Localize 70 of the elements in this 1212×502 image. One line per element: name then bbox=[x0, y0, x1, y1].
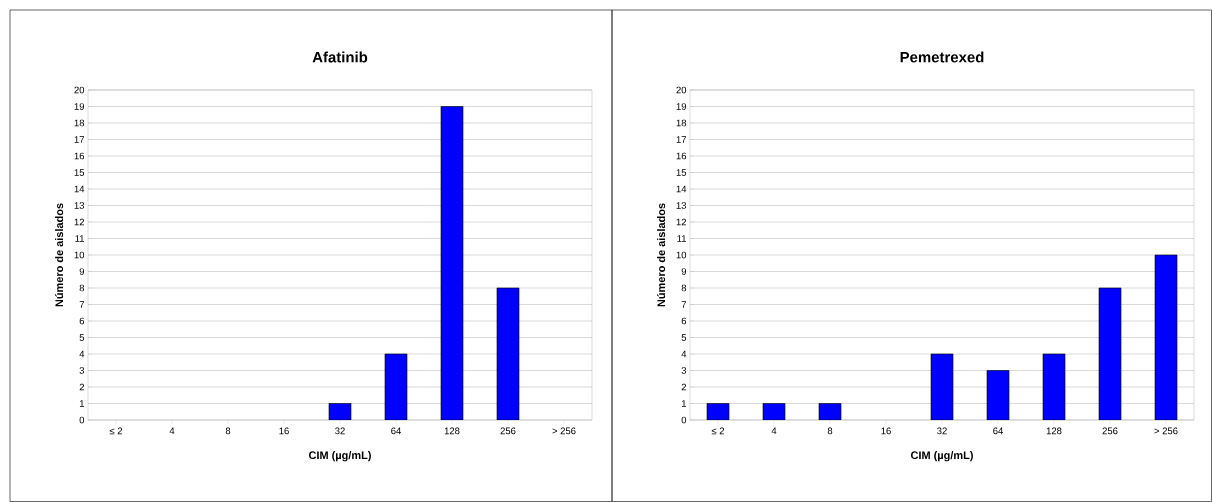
y-tick-label: 19 bbox=[74, 103, 85, 110]
y-tick-label: 9 bbox=[681, 268, 687, 275]
x-tick-label: 64 bbox=[993, 427, 1003, 435]
x-tick-label: 256 bbox=[1102, 427, 1118, 435]
y-tick-label: 13 bbox=[676, 202, 687, 209]
x-tick-label: 64 bbox=[391, 427, 401, 435]
y-tick-label: 20 bbox=[74, 86, 85, 94]
y-tick-label: 5 bbox=[79, 334, 85, 341]
y-tick-label: 16 bbox=[74, 152, 85, 160]
y-tick-label: 16 bbox=[676, 152, 687, 160]
x-axis-title: CIM (µg/mL) bbox=[308, 451, 371, 462]
bar bbox=[1154, 254, 1178, 420]
x-tick-label: 16 bbox=[279, 427, 289, 435]
x-tick-label: ≤ 2 bbox=[109, 427, 123, 435]
y-tick-label: 12 bbox=[74, 218, 85, 226]
y-tick-label: 6 bbox=[79, 317, 85, 325]
x-tick-label: 128 bbox=[1046, 427, 1062, 435]
bar bbox=[496, 287, 520, 420]
x-tick-label: ≤ 2 bbox=[711, 427, 725, 435]
y-tick-label: 1 bbox=[79, 400, 85, 407]
y-tick-label: 6 bbox=[681, 317, 687, 325]
y-tick-label: 20 bbox=[676, 86, 687, 94]
x-tick-label: 4 bbox=[771, 427, 777, 435]
bar bbox=[440, 106, 464, 420]
y-tick-label: 14 bbox=[74, 185, 85, 193]
y-tick-label: 2 bbox=[681, 383, 687, 391]
y-tick-label: 8 bbox=[681, 284, 687, 292]
y-tick-label: 12 bbox=[676, 218, 687, 226]
y-tick-label: 5 bbox=[681, 334, 687, 341]
y-tick-label: 13 bbox=[74, 202, 85, 209]
y-tick-label: 0 bbox=[681, 416, 687, 424]
y-tick-label: 15 bbox=[676, 169, 687, 176]
y-tick-label: 4 bbox=[681, 350, 687, 358]
x-tick-label: 256 bbox=[500, 427, 516, 435]
y-tick-label: 3 bbox=[681, 367, 687, 374]
y-tick-label: 8 bbox=[79, 284, 85, 292]
y-tick-label: 15 bbox=[74, 169, 85, 176]
y-tick-label: 4 bbox=[79, 350, 85, 358]
x-tick-label: 16 bbox=[881, 427, 891, 435]
x-axis-title: CIM (µg/mL) bbox=[911, 451, 973, 462]
y-tick-label: 3 bbox=[79, 367, 85, 374]
bar bbox=[1098, 287, 1122, 420]
x-tick-label: 32 bbox=[335, 427, 345, 435]
x-tick-label: > 256 bbox=[1154, 427, 1178, 435]
y-tick-label: 10 bbox=[74, 251, 85, 259]
x-tick-label: 128 bbox=[444, 427, 460, 435]
y-tick-label: 1 bbox=[681, 400, 687, 407]
x-tick-label: 8 bbox=[827, 427, 833, 435]
x-tick-label: 8 bbox=[225, 427, 231, 435]
x-tick-label: > 256 bbox=[552, 427, 576, 435]
y-tick-label: 18 bbox=[74, 119, 85, 127]
y-tick-label: 11 bbox=[75, 235, 85, 242]
y-tick-label: 18 bbox=[676, 119, 687, 127]
y-tick-label: 0 bbox=[79, 416, 85, 424]
x-tick-label: 32 bbox=[937, 427, 947, 435]
y-tick-label: 7 bbox=[681, 301, 687, 308]
y-tick-label: 9 bbox=[79, 268, 85, 275]
y-axis-title: Número de aislados bbox=[656, 203, 666, 307]
chart-title: Afatinib bbox=[312, 51, 368, 63]
y-tick-label: 7 bbox=[79, 301, 85, 308]
y-tick-label: 11 bbox=[677, 235, 687, 242]
chart-title: Pemetrexed bbox=[900, 51, 984, 63]
y-axis-title: Número de aislados bbox=[54, 203, 64, 307]
y-tick-label: 17 bbox=[676, 136, 687, 143]
y-tick-label: 14 bbox=[676, 185, 687, 193]
y-tick-label: 19 bbox=[676, 103, 687, 110]
x-tick-label: 4 bbox=[169, 427, 175, 435]
y-tick-label: 17 bbox=[74, 136, 85, 143]
y-tick-label: 2 bbox=[79, 383, 85, 391]
y-tick-label: 10 bbox=[676, 251, 687, 259]
